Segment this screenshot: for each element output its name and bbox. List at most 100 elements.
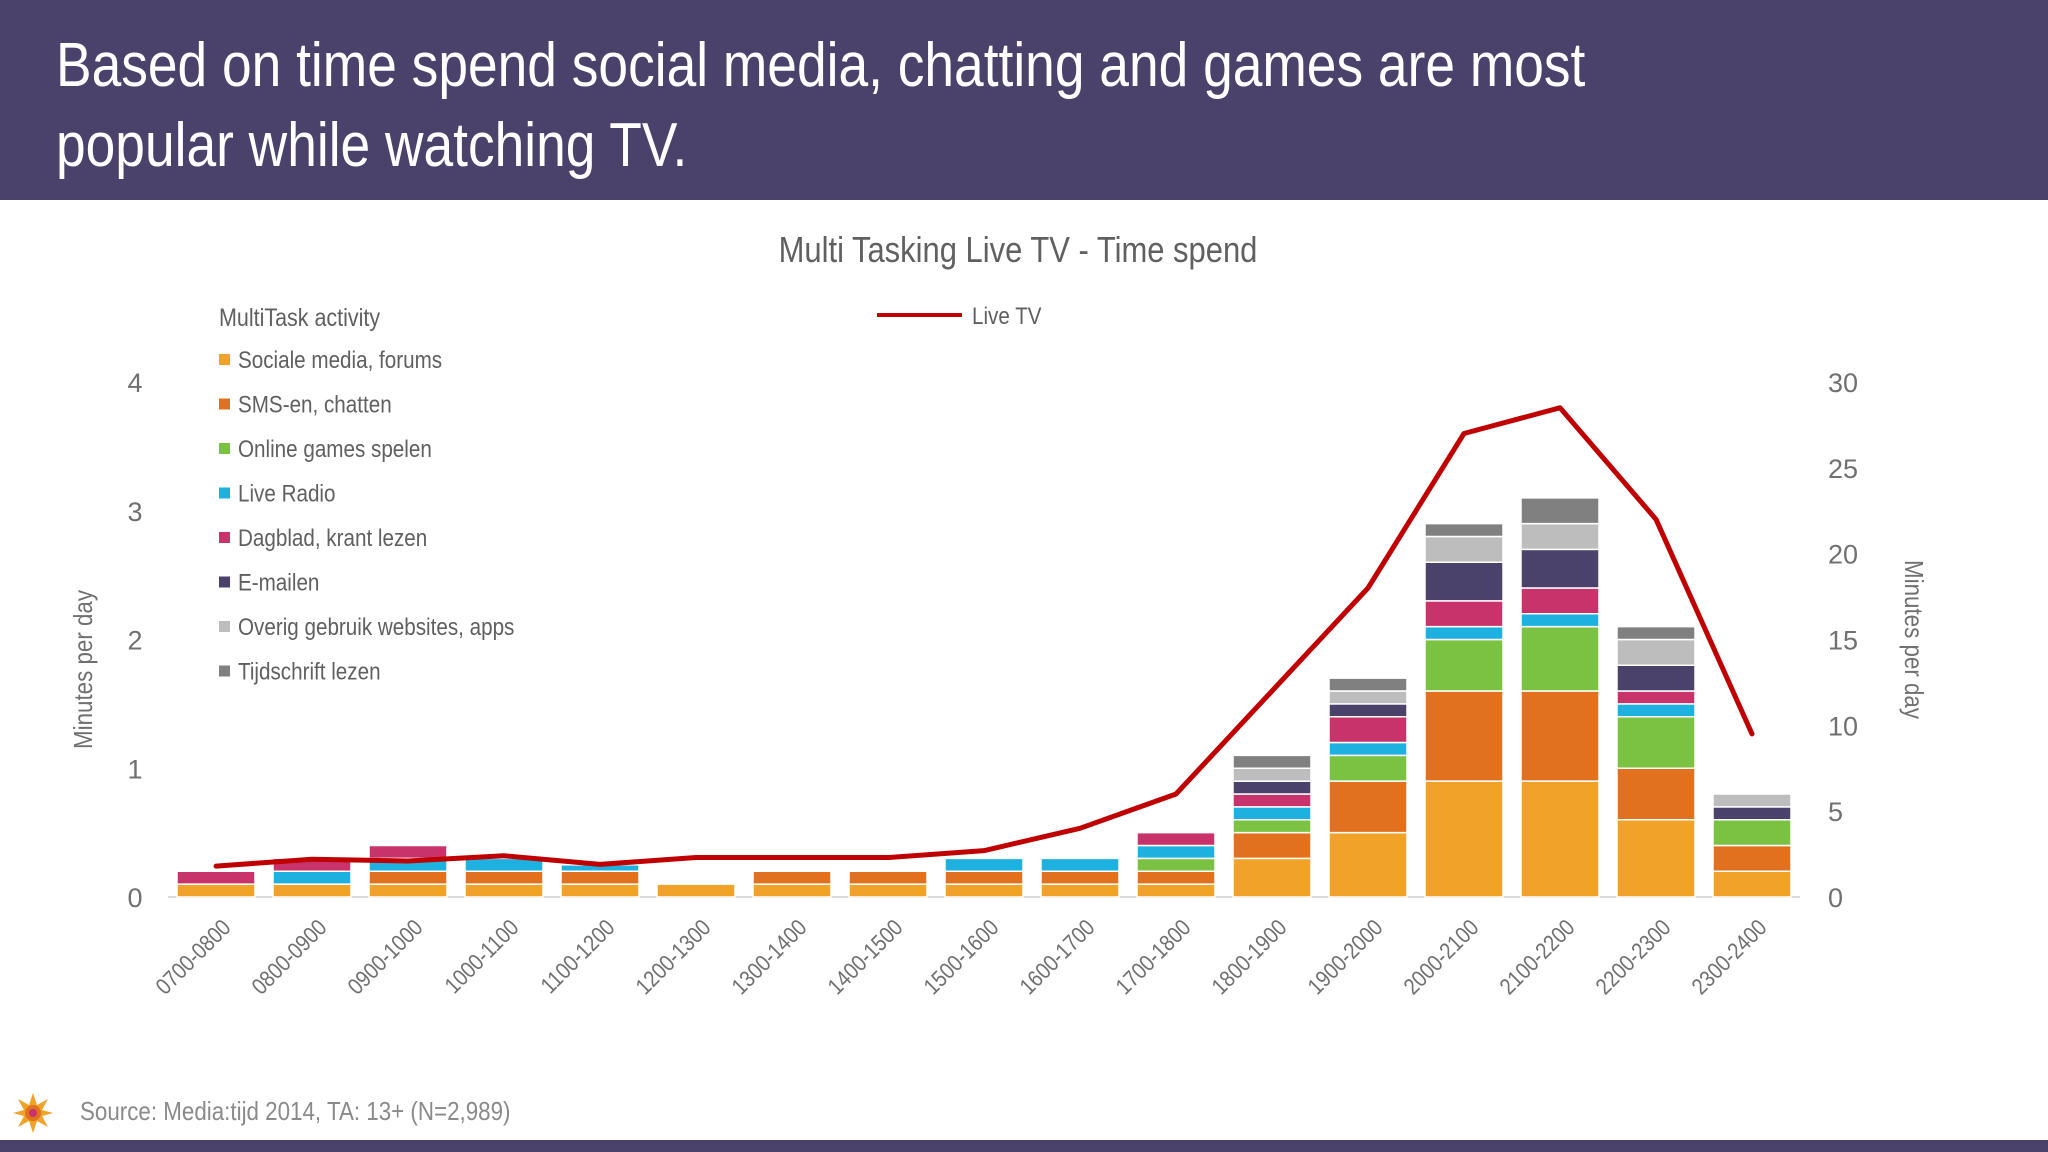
- x-tick-label: 2200-2300: [1591, 915, 1676, 1000]
- y-tick-label: 4: [127, 368, 142, 398]
- live-tv-line: [213, 405, 1755, 869]
- bar-segment: [1712, 844, 1792, 872]
- bar-segment: [1424, 522, 1504, 538]
- brand-logo-icon: [13, 1093, 53, 1133]
- bar-segment: [464, 870, 544, 885]
- bar-segment: [848, 870, 928, 885]
- y2-tick-label: 0: [1828, 883, 1843, 913]
- bar-segment: [1424, 600, 1504, 628]
- bar-segment: [1232, 831, 1312, 860]
- legend-swatch: [219, 621, 230, 632]
- legend-item-label: Online games spelen: [238, 436, 432, 463]
- bar-segment: [1520, 587, 1600, 615]
- bar-segment: [1328, 741, 1408, 757]
- bar-segment: [1328, 831, 1408, 898]
- bar-segment: [1136, 857, 1216, 872]
- legend-title: MultiTask activity: [219, 303, 380, 331]
- x-tick-label: 0800-0900: [247, 915, 332, 1000]
- bar-segment: [1232, 819, 1312, 834]
- bar-segment: [1424, 690, 1504, 782]
- bar-segment: [1616, 703, 1696, 718]
- x-tick-label: 1700-1800: [1111, 915, 1196, 1000]
- x-tick-label: 2300-2400: [1687, 915, 1772, 1000]
- bar-segment: [1328, 677, 1408, 692]
- bar-segment: [1424, 561, 1504, 602]
- y2-axis-title: Minutes per day: [1899, 560, 1928, 720]
- bar-segment: [272, 870, 352, 885]
- bar-segment: [848, 883, 928, 898]
- bar-segment: [368, 883, 448, 898]
- legend-swatch: [219, 665, 230, 677]
- bar-segment: [1040, 883, 1120, 898]
- bar-segment: [1232, 793, 1312, 808]
- source-note: Source: Media:tijd 2014, TA: 13+ (N=2,98…: [80, 1096, 511, 1126]
- x-tick-label: 2100-2200: [1495, 915, 1580, 1000]
- x-axis: 0700-0800 0800-0900 0900-1000 1000-1100 1100…: [151, 896, 1800, 1000]
- bar-segment: [464, 857, 544, 872]
- bar-segment: [1520, 548, 1600, 589]
- title-banner: Based on time spend social media, chatti…: [0, 0, 2048, 200]
- bar-segment: [1424, 625, 1504, 641]
- bars: [176, 497, 1792, 898]
- y2-tick-label: 15: [1828, 626, 1858, 656]
- bar-segment: [1328, 754, 1408, 782]
- legend-item-label: Live Radio: [238, 480, 336, 507]
- bar-segment: [1712, 806, 1792, 821]
- legend-line-label: Live TV: [972, 303, 1042, 330]
- x-tick-label: 1200-1300: [631, 915, 716, 1000]
- y-tick-label: 1: [127, 754, 142, 784]
- bar-segment: [1520, 780, 1600, 898]
- bar-segment: [1712, 870, 1792, 898]
- bar-segment: [176, 870, 256, 885]
- bar-segment: [1328, 703, 1408, 718]
- y-axis-right: 0 5 10 15 20 25 30 Minutes per day: [1828, 368, 1928, 913]
- bar-segment: [1616, 819, 1696, 898]
- bar-segment: [1136, 844, 1216, 860]
- bar-segment: [1520, 625, 1600, 692]
- y-axis-title: Minutes per day: [69, 589, 98, 749]
- x-tick-label: 0700-0800: [151, 915, 236, 1000]
- multitasking-chart: Multi Tasking Live TV - Time spend Multi…: [69, 231, 1928, 1000]
- bar-segment: [752, 883, 832, 898]
- bar-segment: [656, 883, 736, 898]
- y2-tick-label: 5: [1828, 797, 1843, 827]
- y-tick-label: 3: [127, 497, 142, 527]
- legend-item-label: E-mailen: [238, 569, 319, 596]
- bar-segment: [752, 870, 832, 885]
- legend-item-label: Overig gebruik websites, apps: [238, 614, 514, 641]
- bar-segment: [1232, 806, 1312, 821]
- bar-segment: [1232, 754, 1312, 769]
- bar-segment: [1616, 767, 1696, 821]
- bar-segment: [272, 883, 352, 898]
- bar-segment: [368, 844, 448, 860]
- legend: MultiTask activity Sociale media, forums…: [219, 303, 1042, 685]
- legend-item-label: Tijdschrift lezen: [238, 658, 381, 685]
- y2-tick-label: 20: [1828, 540, 1858, 570]
- x-tick-label: 1000-1100: [440, 915, 524, 999]
- bar-segment: [1328, 716, 1408, 744]
- legend-item-label: Sociale media, forums: [238, 347, 442, 374]
- line-series: [213, 405, 1755, 869]
- x-tick-label: 0900-1000: [343, 915, 428, 1000]
- bar-segment: [368, 870, 448, 885]
- x-tick-label: 1400-1500: [823, 915, 908, 1000]
- bar-segment: [1616, 664, 1696, 692]
- bar-segment: [1136, 883, 1216, 898]
- bar-segment: [1232, 857, 1312, 898]
- x-tick-label: 1300-1400: [727, 915, 812, 1000]
- bar-segment: [1520, 522, 1600, 551]
- bar-segment: [1328, 780, 1408, 834]
- y2-tick-label: 30: [1828, 368, 1858, 398]
- bar-segment: [1328, 690, 1408, 705]
- bar-segment: [1424, 535, 1504, 563]
- bar-segment: [944, 883, 1024, 898]
- bar-segment: [464, 883, 544, 898]
- bar-segment: [1520, 613, 1600, 628]
- bar-segment: [1424, 780, 1504, 898]
- x-tick-label: 1800-1900: [1207, 915, 1292, 1000]
- legend-item-label: SMS-en, chatten: [238, 391, 392, 418]
- bar-segment: [1712, 819, 1792, 847]
- bar-segment: [1136, 870, 1216, 885]
- bar-segment: [1616, 625, 1696, 641]
- y-tick-label: 2: [127, 626, 142, 656]
